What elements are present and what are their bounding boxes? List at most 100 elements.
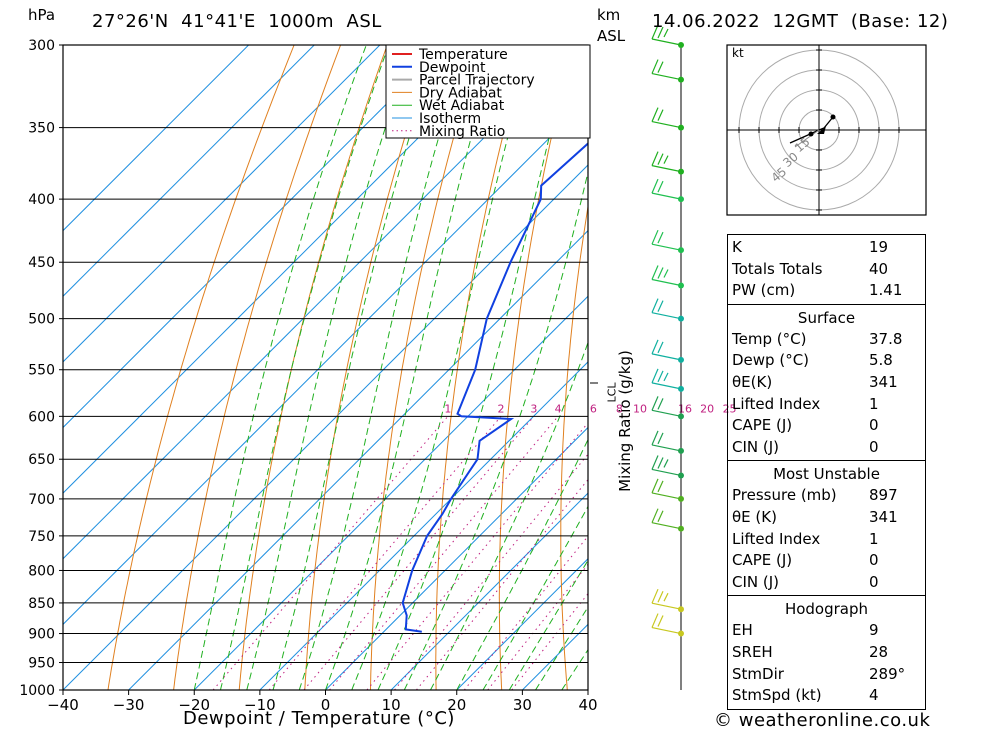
index-label: θE(K): [732, 372, 773, 391]
mixing-ratio-axis-label: Mixing Ratio (g/kg): [616, 350, 634, 492]
wind-barb: [651, 298, 684, 322]
index-row: Lifted Index 1: [732, 394, 921, 416]
wind-barb: [651, 455, 684, 479]
index-row: SREH 28: [732, 642, 921, 664]
index-label: StmSpd (kt): [732, 686, 822, 705]
wind-barb: [651, 59, 684, 83]
dry-adiabat-line: [991, 45, 1000, 690]
wet-adiabat-line: [508, 559, 588, 690]
x-tick-label: −30: [113, 696, 145, 714]
legend-label: Temperature: [418, 47, 508, 63]
wind-barb: [651, 430, 684, 454]
wet-adiabat-line: [351, 45, 534, 690]
legend-label: Dry Adiabat: [419, 85, 502, 101]
copyright-link[interactable]: © weatheronline.co.uk: [714, 710, 931, 731]
mixing-ratio-label: 3: [530, 402, 537, 415]
wind-barb: [651, 613, 684, 637]
mixing-ratio-label: 20: [700, 402, 714, 415]
wind-barb: [651, 368, 684, 392]
general-indices: K 19 Totals Totals 40 PW (cm) 1.41: [727, 234, 926, 305]
x-tick-label: 10: [382, 696, 401, 714]
wind-barb: [651, 229, 684, 254]
index-row: PW (cm) 1.41: [732, 280, 921, 302]
wind-barb: [651, 339, 684, 363]
index-label: CIN (J): [732, 437, 780, 456]
index-label: Dewp (°C): [732, 351, 810, 370]
mixing-ratio-label: 4: [555, 402, 562, 415]
index-row: StmSpd (kt) 4: [732, 685, 921, 707]
index-row: Totals Totals 40: [732, 259, 921, 281]
legend-label: Mixing Ratio: [419, 124, 505, 140]
isotherm-line: [63, 98, 588, 626]
y-tick-label: 300: [28, 38, 55, 54]
index-label: PW (cm): [732, 281, 796, 300]
index-label: CAPE (J): [732, 551, 793, 570]
index-row: StmDir 289°: [732, 664, 921, 686]
wind-barb: [651, 107, 684, 131]
index-row: Pressure (mb) 897: [732, 485, 921, 507]
index-label: Lifted Index: [732, 394, 821, 413]
index-value: 289°: [869, 664, 906, 683]
dry-adiabat-line: [370, 45, 481, 690]
dry-adiabat-line: [107, 45, 295, 690]
mixing-ratio-line: [487, 563, 588, 690]
index-value: 1.41: [869, 281, 903, 300]
index-label: θE (K): [732, 507, 777, 526]
y-tick-label: 750: [28, 529, 55, 545]
isotherm-line: [63, 45, 249, 232]
index-value: 0: [869, 437, 879, 456]
km-label: km: [597, 6, 621, 24]
wet-adiabat-line: [456, 438, 588, 690]
wind-barb: [651, 588, 684, 613]
x-tick-label: 30: [513, 696, 532, 714]
legend-label: Isotherm: [419, 111, 481, 127]
y-tick-label: 1000: [19, 683, 55, 699]
y-tick-label: 800: [28, 563, 55, 579]
hodograph-title: Hodograph: [784, 600, 869, 619]
mixing-ratio-label: 6: [590, 402, 597, 415]
hodograph-unit-label: kt: [732, 46, 744, 60]
x-tick-label: −20: [178, 696, 210, 714]
y-tick-label: 700: [28, 492, 55, 508]
index-row: θE (K) 341: [732, 507, 921, 529]
index-label: Totals Totals: [732, 259, 823, 278]
index-value: 4: [869, 686, 879, 705]
index-label: CAPE (J): [732, 416, 793, 435]
y-tick-label: 550: [28, 363, 55, 379]
mixing-ratio-label: 8: [616, 402, 623, 415]
index-label: K: [732, 238, 742, 256]
y-tick-label: 600: [28, 409, 55, 425]
index-value: 0: [869, 551, 879, 570]
wet-adiabat-line: [325, 45, 499, 690]
index-value: 0: [869, 572, 879, 591]
x-axis-label: Dewpoint / Temperature (°C): [183, 708, 455, 729]
index-row: Dewp (°C) 5.8: [732, 350, 921, 372]
x-tick-label: 40: [578, 696, 597, 714]
hodograph-point: [830, 114, 836, 120]
wet-adiabat-line: [535, 606, 588, 690]
wet-adiabat-line: [298, 45, 467, 690]
legend-label: Wet Adiabat: [419, 98, 505, 114]
index-value: 341: [869, 372, 898, 391]
y-tick-label: 400: [28, 192, 55, 208]
index-value: 897: [869, 486, 898, 505]
dry-adiabat-line: [560, 203, 588, 690]
isotherm-line: [325, 426, 588, 690]
y-tick-label: 350: [28, 121, 55, 137]
index-value: 5.8: [869, 351, 893, 370]
index-value: 1: [869, 394, 879, 413]
most-unstable-section: Most Unstable Pressure (mb) 897 θE (K) 341 L…: [727, 461, 926, 597]
wind-barb: [651, 478, 684, 502]
wind-barb: [651, 396, 684, 420]
dewpoint-curve: [401, 142, 588, 633]
mixing-ratio-line: [366, 422, 588, 690]
datetime-title: 14.06.2022 12GMT (Base: 12): [652, 11, 949, 32]
dry-adiabat-line: [942, 45, 1000, 690]
index-label: SREH: [732, 642, 773, 661]
index-row: CIN (J) 0: [732, 572, 921, 594]
index-row: EH 9: [732, 620, 921, 642]
isotherm-line: [259, 361, 588, 690]
isotherm-line: [63, 45, 578, 560]
legend-label: Dewpoint: [419, 60, 486, 76]
